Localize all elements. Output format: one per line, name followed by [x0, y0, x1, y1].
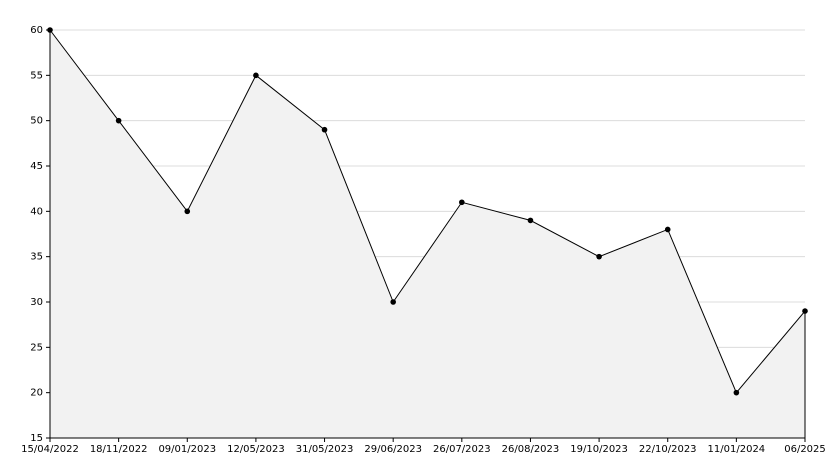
marker [527, 217, 534, 224]
marker [596, 253, 602, 260]
area [50, 30, 805, 438]
x-tick-label: 12/05/2023 [227, 444, 285, 455]
marker [459, 199, 465, 206]
marker [664, 226, 671, 233]
y-tick-label: 35 [30, 252, 43, 263]
x-tick-label: 22/10/2023 [639, 444, 697, 455]
marker [733, 389, 740, 396]
x-tick-label: 18/11/2022 [90, 444, 148, 455]
marker [115, 117, 122, 124]
x-tick-label: 29/06/2023 [364, 444, 422, 455]
marker [390, 299, 396, 305]
x-tick-label: 26/07/2023 [433, 444, 491, 455]
y-tick-label: 20 [30, 388, 43, 399]
x-tick-label: 09/01/2023 [158, 444, 216, 455]
marker [321, 126, 328, 133]
x-tick-label: 11/01/2024 [708, 444, 766, 455]
x-tick-label: 15/04/2022 [21, 444, 79, 455]
y-tick-label: 40 [30, 206, 43, 217]
marker [184, 208, 191, 215]
y-tick-label: 50 [30, 116, 43, 127]
marker [253, 72, 259, 79]
y-tick-label: 60 [30, 25, 43, 36]
y-tick-label: 45 [30, 161, 43, 172]
x-tick-label: 19/10/2023 [570, 444, 628, 455]
x-tick-label: 06/2025 [784, 444, 826, 455]
x-tick-label: 26/08/2023 [502, 444, 560, 455]
y-tick-label: 55 [30, 70, 43, 81]
y-tick-label: 30 [30, 297, 43, 308]
y-tick-label: 15 [30, 433, 43, 444]
y-tick-label: 25 [30, 342, 43, 353]
line [49, 29, 806, 394]
x-tick-label: 31/05/2023 [296, 444, 354, 455]
